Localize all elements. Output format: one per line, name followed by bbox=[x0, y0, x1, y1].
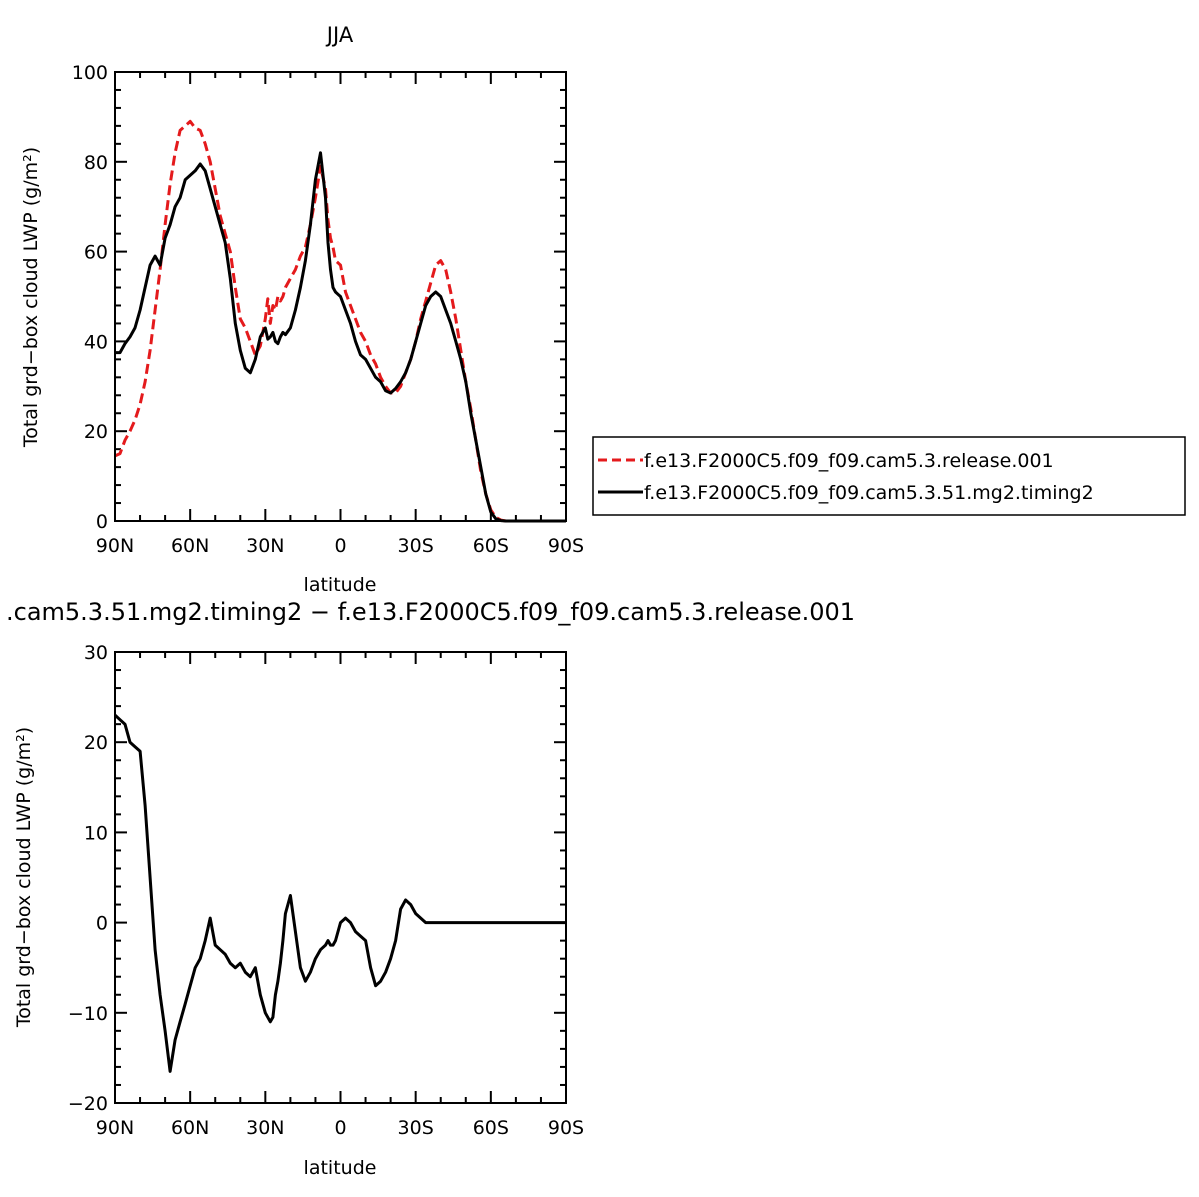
y-tick-label: 10 bbox=[84, 822, 108, 844]
x-axis-label: latitude bbox=[304, 574, 377, 596]
y-tick-label: 0 bbox=[96, 511, 108, 533]
chart-title: JJA bbox=[325, 23, 354, 47]
series-line-release-001 bbox=[114, 119, 566, 523]
series-lines bbox=[114, 119, 566, 523]
legend-label-release-001: f.e13.F2000C5.f09_f09.cam5.3.release.001 bbox=[644, 450, 1054, 472]
x-tick-label: 30N bbox=[246, 1117, 284, 1139]
y-tick-label: 100 bbox=[72, 62, 108, 84]
y-tick-label: 0 bbox=[96, 913, 108, 935]
legend: f.e13.F2000C5.f09_f09.cam5.3.release.001… bbox=[592, 436, 1186, 516]
x-tick-label: 0 bbox=[334, 1117, 346, 1139]
y-tick-label: 60 bbox=[84, 242, 108, 264]
y-tick-labels: 0 20 40 60 80 100 bbox=[72, 62, 108, 533]
y-tick-labels: −20 −10 0 10 20 30 bbox=[68, 642, 108, 1115]
x-tick-label: 90S bbox=[548, 1117, 584, 1139]
y-tick-label: −10 bbox=[68, 1003, 108, 1025]
x-tick-label: 90N bbox=[96, 535, 134, 557]
tick-marks bbox=[114, 651, 567, 1104]
y-tick-label: 30 bbox=[84, 642, 108, 664]
x-tick-labels: 90N 60N 30N 0 30S 60S 90S bbox=[96, 1117, 584, 1139]
x-axis-label: latitude bbox=[304, 1157, 377, 1179]
x-tick-label: 60N bbox=[171, 1117, 209, 1139]
x-tick-label: 90S bbox=[548, 535, 584, 557]
series-lines bbox=[113, 713, 566, 1073]
plot-frame bbox=[114, 71, 567, 522]
y-tick-label: 20 bbox=[84, 732, 108, 754]
x-tick-label: 30S bbox=[398, 535, 434, 557]
legend-box bbox=[592, 436, 1186, 516]
y-tick-label: 20 bbox=[84, 421, 108, 443]
x-tick-label: 0 bbox=[334, 535, 346, 557]
y-axis-label: Total grd−box cloud LWP (g/m²) bbox=[20, 147, 42, 448]
series-line-mg2-timing2 bbox=[113, 713, 566, 1073]
y-axis-label: Total grd−box cloud LWP (g/m²) bbox=[13, 727, 35, 1028]
bottom-chart: .cam5.3.51.mg2.timing2 − f.e13.F2000C5.f… bbox=[6, 598, 855, 1179]
y-tick-label: −20 bbox=[68, 1093, 108, 1115]
x-tick-label: 60S bbox=[473, 535, 509, 557]
x-tick-label: 30N bbox=[246, 535, 284, 557]
x-tick-label: 90N bbox=[96, 1117, 134, 1139]
legend-label-mg2-timing2: f.e13.F2000C5.f09_f09.cam5.3.51.mg2.timi… bbox=[644, 482, 1094, 504]
chart-title: .cam5.3.51.mg2.timing2 − f.e13.F2000C5.f… bbox=[6, 598, 855, 626]
x-tick-label: 30S bbox=[398, 1117, 434, 1139]
plot-frame bbox=[114, 651, 567, 1104]
y-tick-label: 40 bbox=[84, 331, 108, 353]
y-tick-label: 80 bbox=[84, 152, 108, 174]
top-chart: JJA 90N 60N 30N 0 30S 60S 90S 0 20 40 60 80 100 lat… bbox=[20, 23, 1186, 596]
x-tick-label: 60N bbox=[171, 535, 209, 557]
x-tick-label: 60S bbox=[473, 1117, 509, 1139]
series-line-mg2-timing2 bbox=[115, 151, 566, 523]
x-tick-labels: 90N 60N 30N 0 30S 60S 90S bbox=[96, 535, 584, 557]
